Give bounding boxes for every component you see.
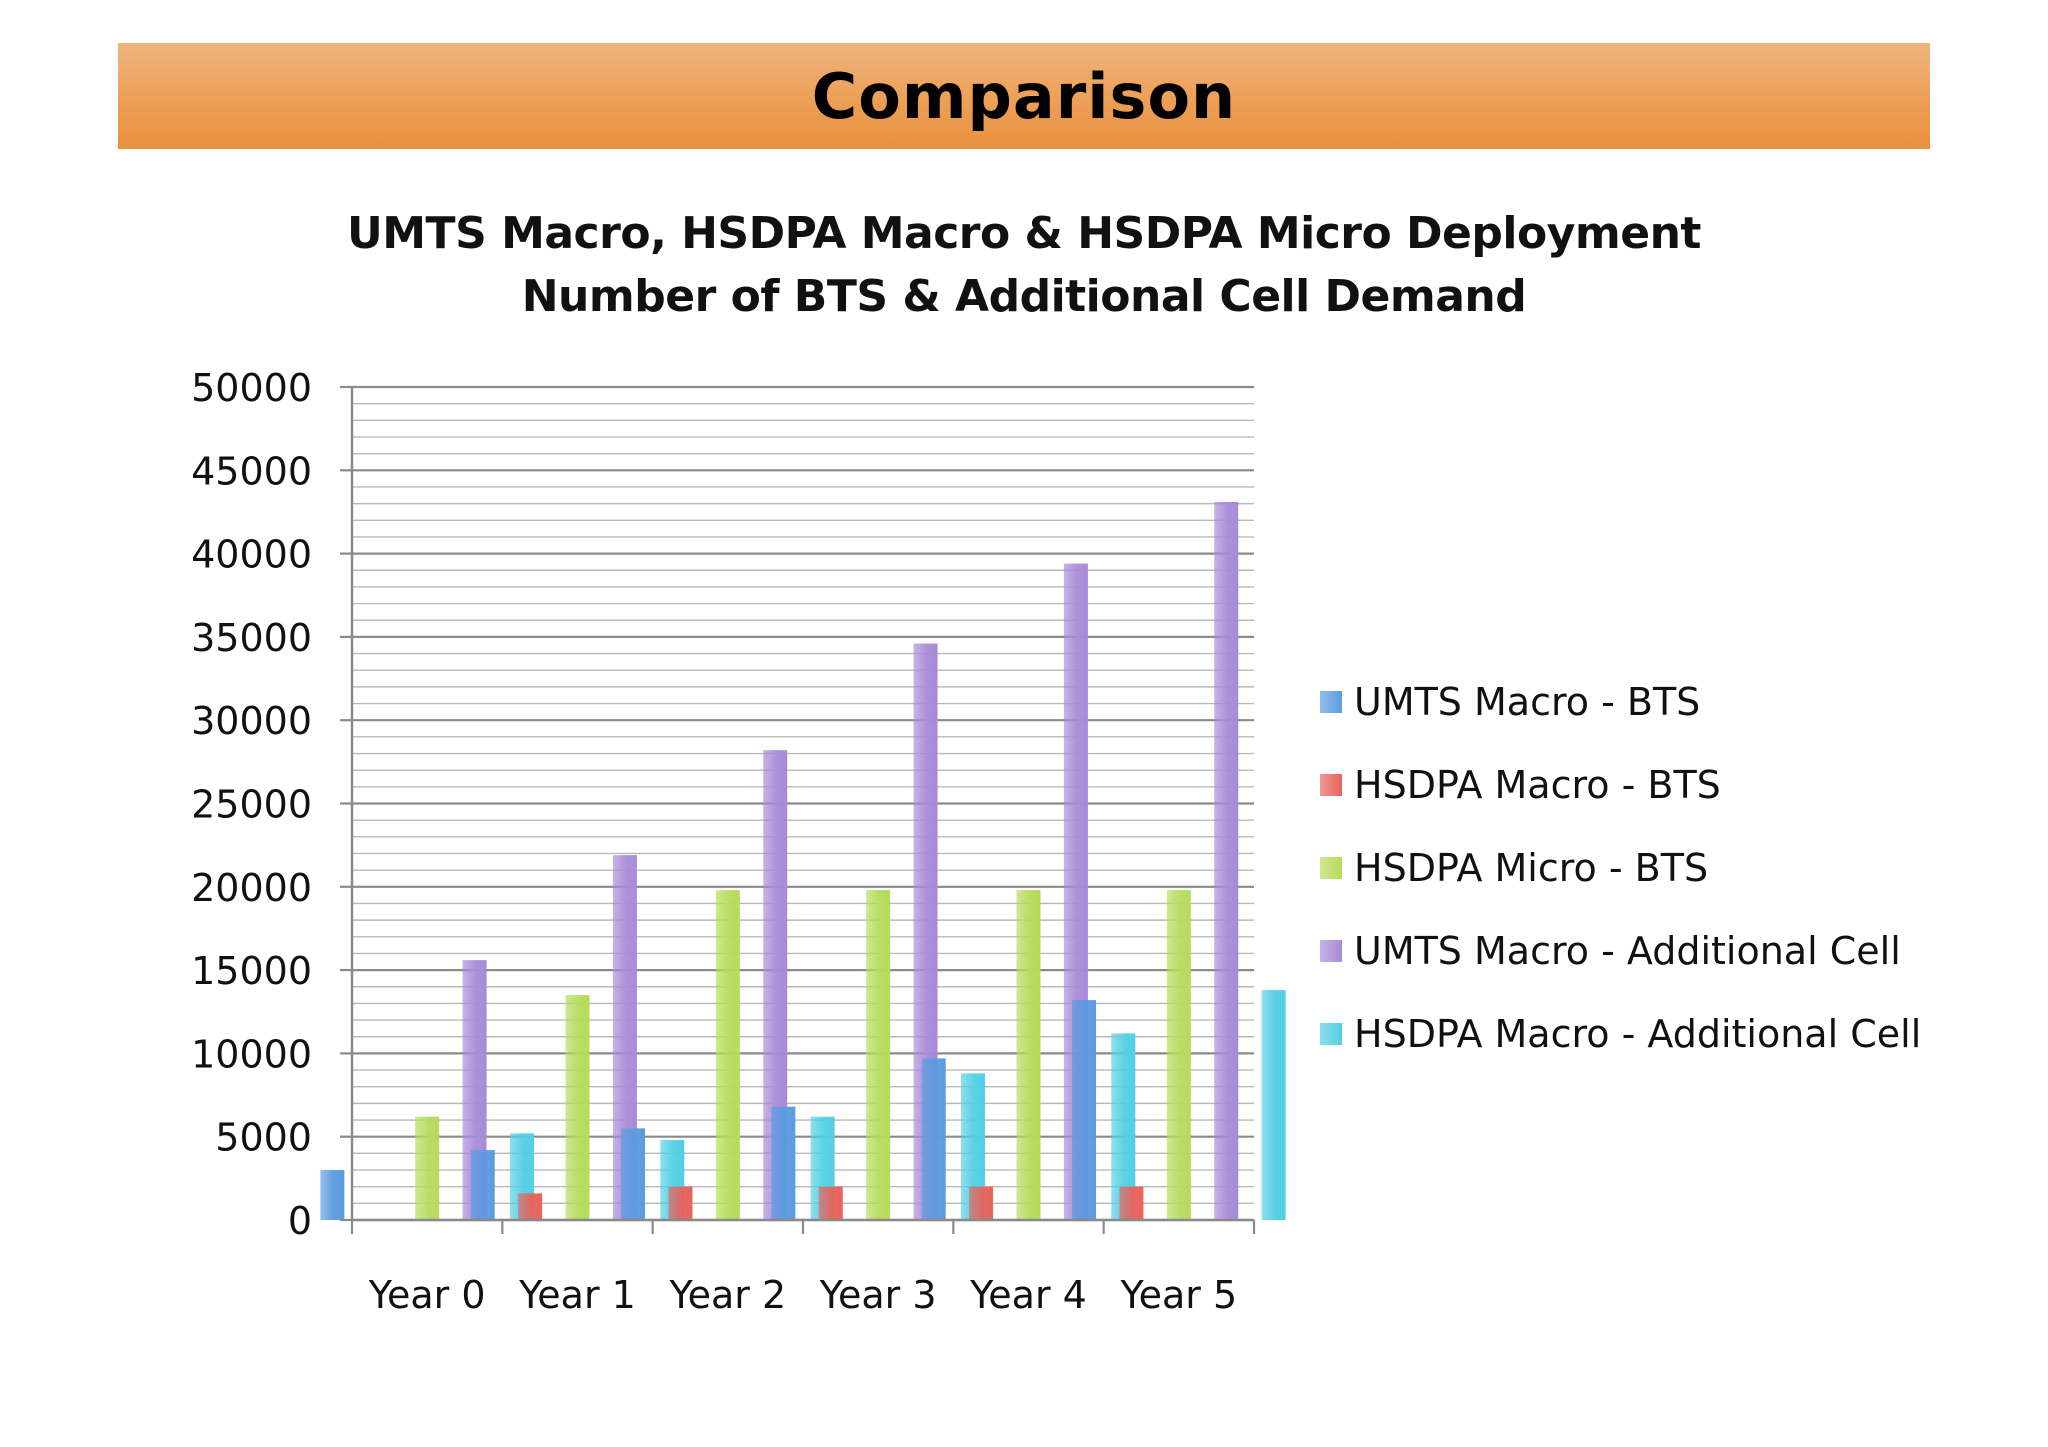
y-tick-label: 10000: [191, 1032, 312, 1076]
y-tick-label: 50000: [191, 366, 312, 410]
bar-hsdpa-micro-bts-year-1: [565, 995, 590, 1220]
bar-umts-macro-bts-year-3: [771, 1106, 796, 1220]
x-tick-label: Year 1: [518, 1273, 636, 1317]
header-bar: Comparison: [118, 43, 1930, 149]
legend-swatch: [1320, 773, 1342, 796]
legend-swatch: [1320, 939, 1342, 962]
y-tick-label: 5000: [215, 1116, 312, 1160]
legend-label: HSDPA Macro - BTS: [1354, 762, 1721, 807]
bar-hsdpa-micro-bts-year-5: [1166, 890, 1191, 1220]
y-tick-label: 15000: [191, 949, 312, 993]
bar-umts-macro-bts-year-0: [320, 1170, 345, 1220]
axis-layer: [340, 385, 1256, 1234]
bar-hsdpa-macro-bts-year-3: [818, 1186, 843, 1220]
legend-label: UMTS Macro - Additional Cell: [1354, 928, 1901, 973]
bar-hsdpa-micro-bts-year-3: [866, 890, 891, 1220]
bar-hsdpa-micro-bts-year-0: [415, 1116, 440, 1220]
bar-hsdpa-macro-bts-year-4: [969, 1186, 994, 1220]
chart-legend: UMTS Macro - BTS HSDPA Macro - BTS HSDPA M…: [1320, 660, 1921, 1075]
legend-item: HSDPA Macro - BTS: [1320, 743, 1921, 826]
x-tick-label: Year 4: [969, 1273, 1087, 1317]
bar-hsdpa-macro-bts-year-1: [518, 1193, 543, 1220]
chart-title-line-1: UMTS Macro, HSDPA Macro & HSDPA Micro De…: [347, 208, 1701, 259]
legend-item: HSDPA Micro - BTS: [1320, 826, 1921, 909]
bar-hsdpa-macro-additional-cell-year-5: [1261, 990, 1286, 1220]
legend-label: HSDPA Micro - BTS: [1354, 845, 1709, 890]
bar-hsdpa-macro-bts-year-5: [1119, 1186, 1144, 1220]
bar-hsdpa-micro-bts-year-4: [1016, 890, 1041, 1220]
y-tick-label: 20000: [191, 866, 312, 910]
bar-umts-macro-bts-year-5: [1072, 1000, 1097, 1220]
bar-umts-macro-bts-year-4: [921, 1058, 946, 1220]
chart-title-line-2: Number of BTS & Additional Cell Demand: [521, 271, 1527, 322]
bars-layer: [320, 501, 1286, 1221]
y-tick-label: 25000: [191, 783, 312, 827]
bar-umts-macro-bts-year-1: [470, 1150, 495, 1220]
y-tick-label: 30000: [191, 699, 312, 743]
bar-umts-macro-additional-cell-year-5: [1214, 501, 1239, 1221]
legend-item: UMTS Macro - Additional Cell: [1320, 909, 1921, 992]
legend-swatch: [1320, 1022, 1342, 1045]
legend-swatch: [1320, 690, 1342, 713]
page-title: Comparison: [811, 59, 1237, 133]
legend-item: HSDPA Macro - Additional Cell: [1320, 992, 1921, 1075]
x-tick-label: Year 3: [819, 1273, 937, 1317]
bar-hsdpa-macro-bts-year-2: [668, 1186, 693, 1220]
legend-item: UMTS Macro - BTS: [1320, 660, 1921, 743]
legend-label: UMTS Macro - BTS: [1354, 679, 1701, 724]
legend-label: HSDPA Macro - Additional Cell: [1354, 1011, 1922, 1056]
y-tick-label: 45000: [191, 449, 312, 493]
bar-hsdpa-micro-bts-year-2: [715, 890, 740, 1220]
x-tick-label: Year 2: [668, 1273, 786, 1317]
legend-swatch: [1320, 856, 1342, 879]
x-tick-label: Year 5: [1119, 1273, 1237, 1317]
bar-umts-macro-bts-year-2: [621, 1128, 646, 1220]
y-tick-label: 0: [288, 1199, 312, 1243]
y-tick-label: 40000: [191, 533, 312, 577]
y-tick-label: 35000: [191, 616, 312, 660]
labels-layer: 0 5000 10000 15000 20000 25000 30000 35000 40000…: [191, 366, 1237, 1317]
x-tick-label: Year 0: [368, 1273, 486, 1317]
